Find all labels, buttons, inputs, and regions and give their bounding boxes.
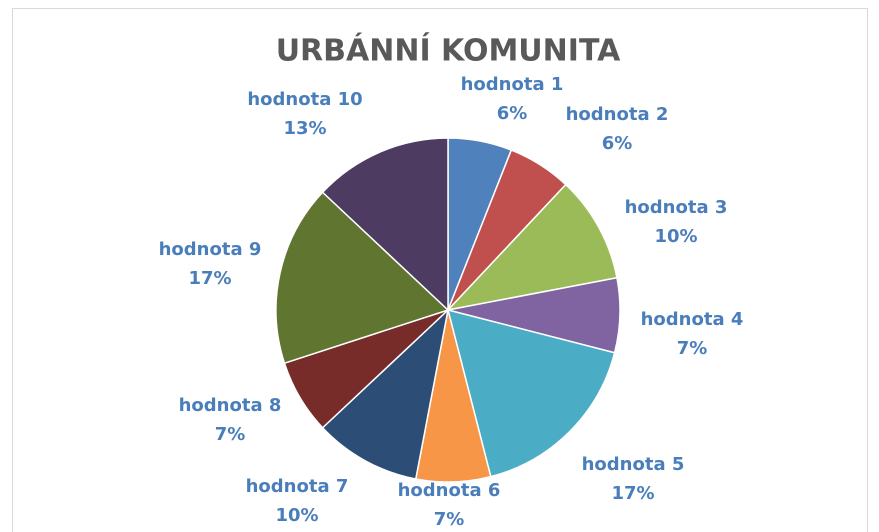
slice-value-label: 13% — [283, 118, 326, 139]
slice-label: hodnota 3 — [625, 197, 728, 218]
slice-label: hodnota 10 — [247, 89, 362, 110]
slice-label: hodnota 6 — [398, 480, 501, 501]
slice-label: hodnota 9 — [159, 239, 262, 260]
pie-slice — [321, 137, 449, 312]
slice-label: hodnota 8 — [179, 395, 282, 416]
pie-slice — [445, 183, 618, 312]
slice-value-label: 10% — [654, 226, 697, 247]
slice-label: hodnota 5 — [582, 454, 685, 475]
slice-value-label: 7% — [434, 509, 465, 530]
slice-value-label: 10% — [275, 505, 318, 526]
slice-value-label: 7% — [677, 338, 708, 359]
slice-value-label: 6% — [497, 103, 528, 124]
slice-label: hodnota 7 — [246, 476, 349, 497]
slice-value-label: 17% — [611, 483, 654, 504]
slice-value-label: 17% — [188, 268, 231, 289]
pie-slice — [446, 308, 616, 478]
slice-label: hodnota 2 — [566, 104, 669, 125]
pie-slice — [275, 191, 450, 365]
slice-value-label: 7% — [215, 424, 246, 445]
pie-slice — [321, 307, 450, 480]
chart-title: URBÁNNÍ KOMUNITA — [276, 33, 621, 69]
slice-label: hodnota 1 — [461, 74, 564, 95]
slice-value-label: 6% — [602, 133, 633, 154]
slice-label: hodnota 4 — [641, 309, 744, 330]
